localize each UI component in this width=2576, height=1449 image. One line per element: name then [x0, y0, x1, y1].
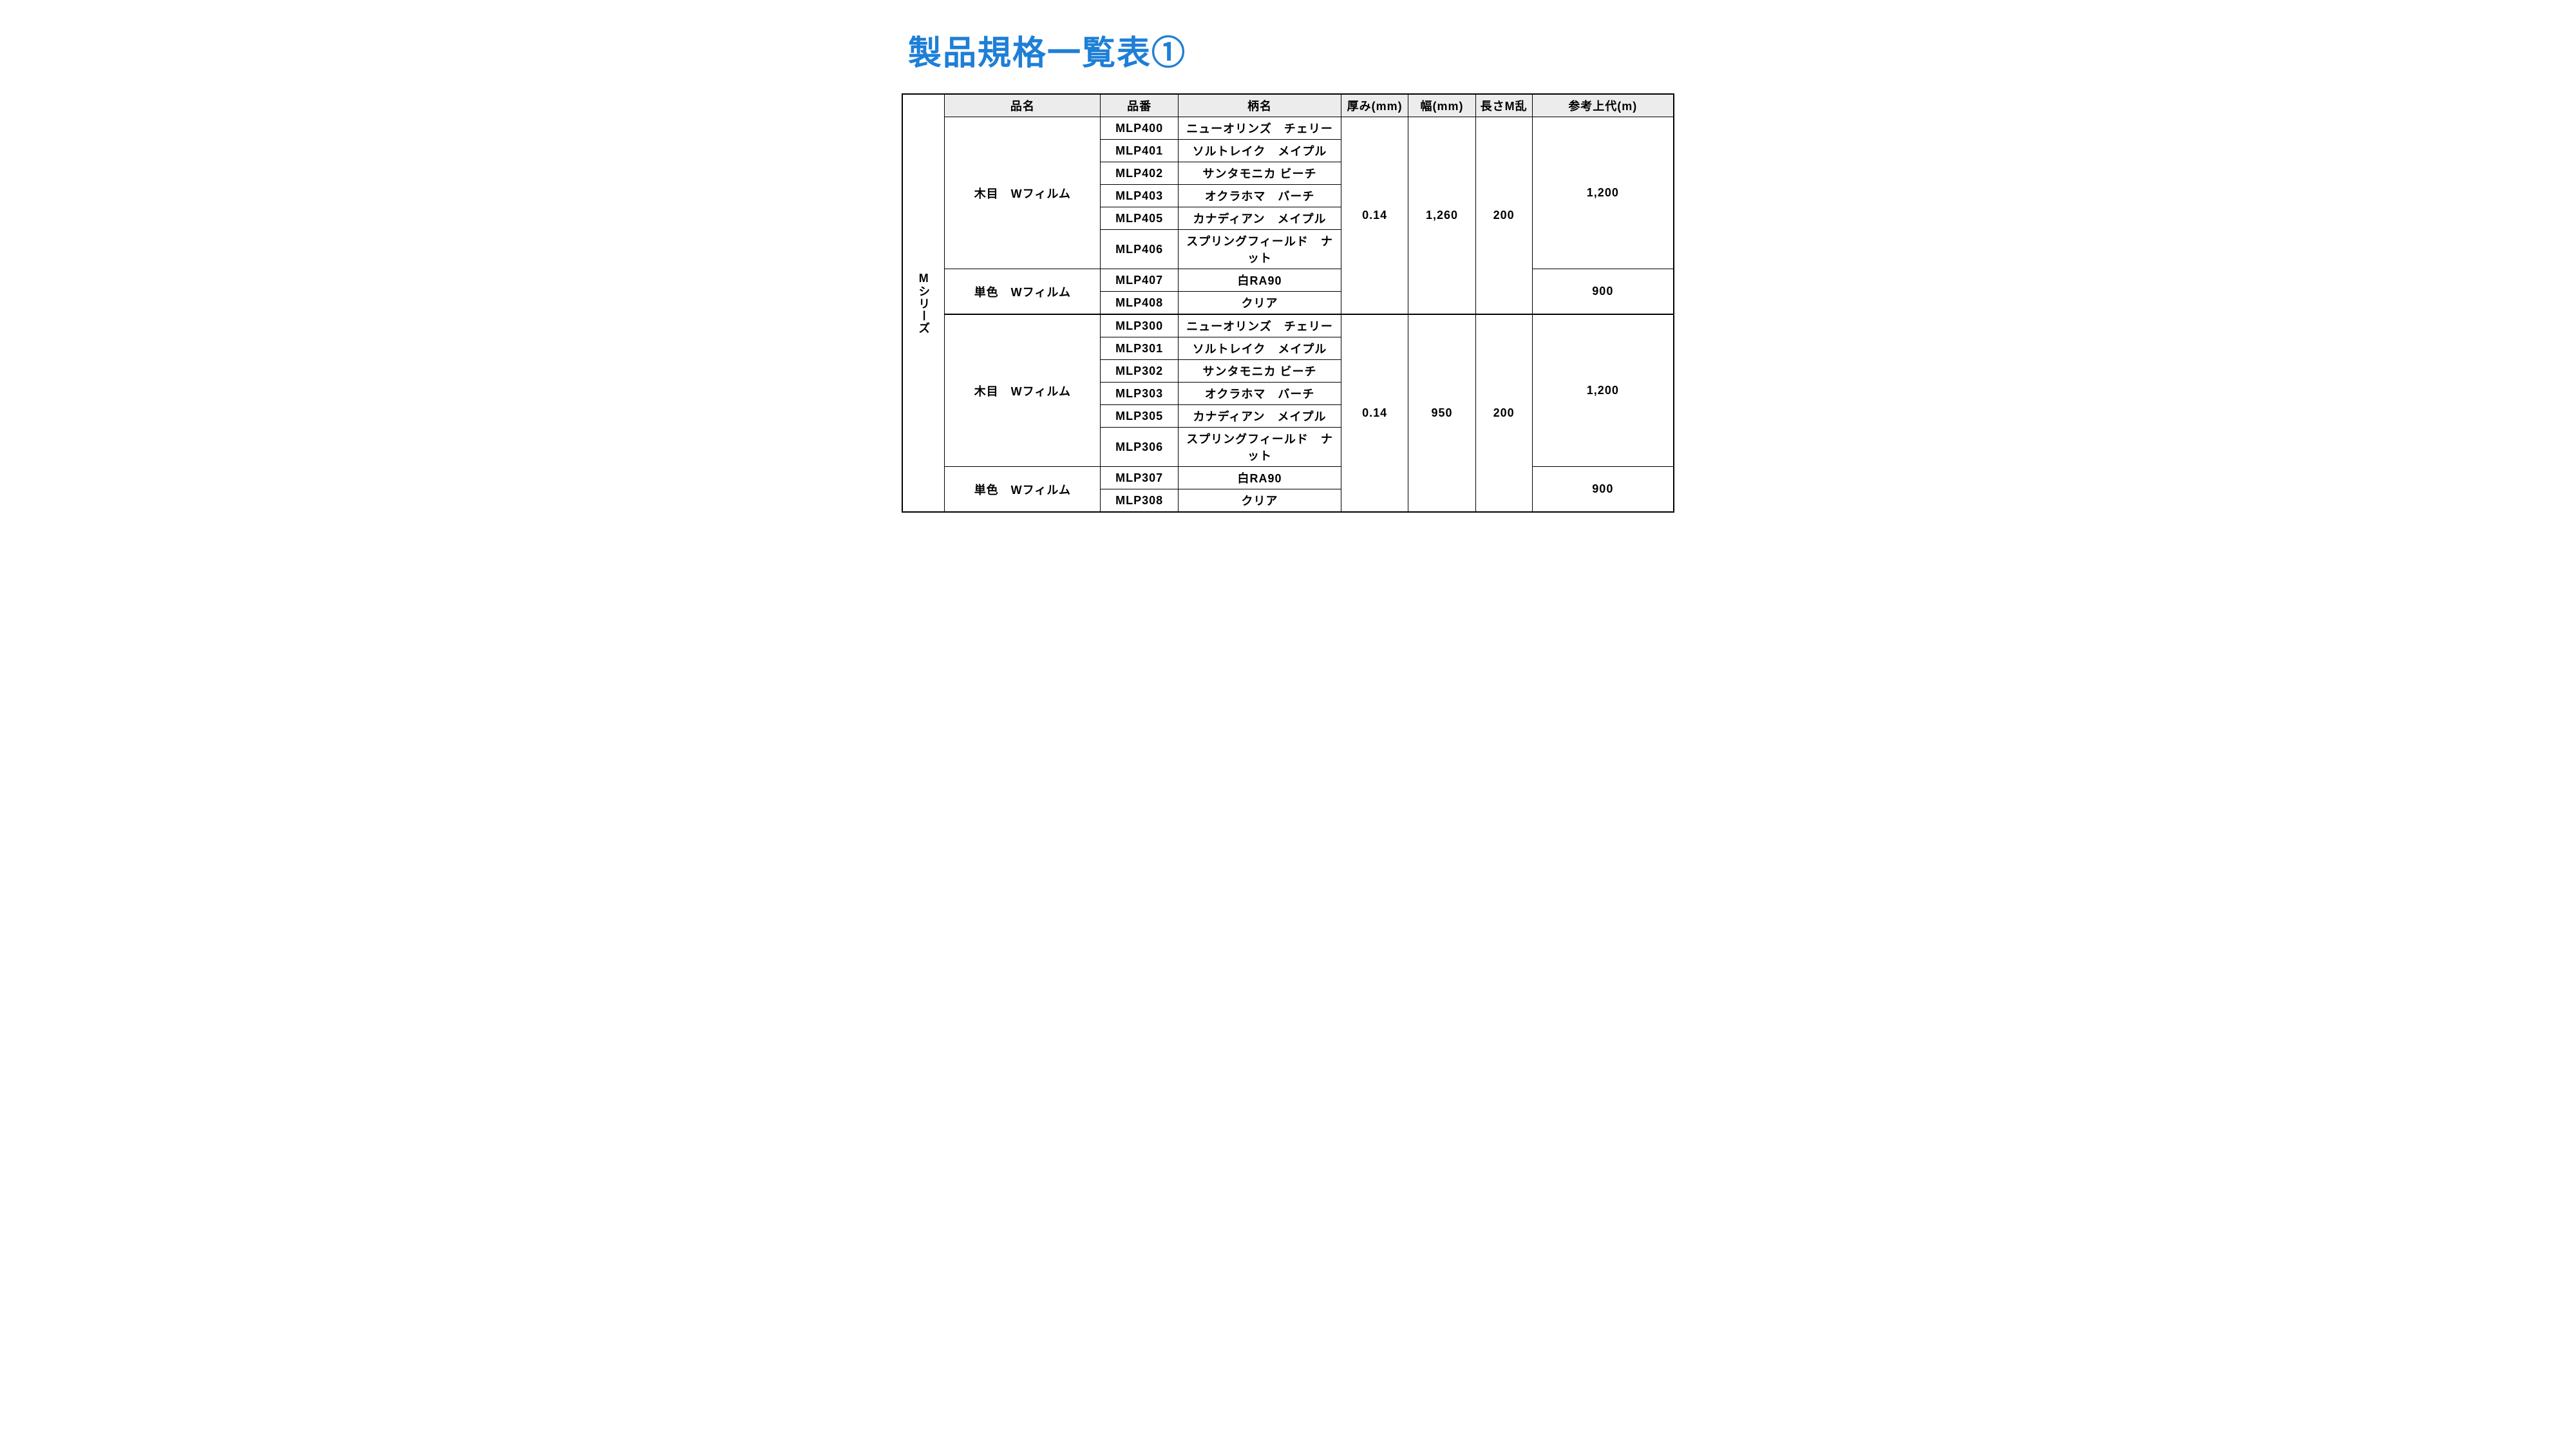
series-label-cell: Mシリーズ	[902, 94, 945, 512]
table-row: 単色 WフィルムMLP407白RA90900	[902, 269, 1674, 292]
table-header-row: Mシリーズ品名品番柄名厚み(mm)幅(mm)長さM乱参考上代(m)	[902, 94, 1674, 117]
product-code-cell: MLP307	[1101, 467, 1179, 489]
width-cell: 950	[1408, 314, 1475, 512]
product-code-cell: MLP301	[1101, 337, 1179, 360]
product-code-cell: MLP408	[1101, 292, 1179, 315]
product-name-cell: 単色 Wフィルム	[945, 269, 1101, 315]
pattern-name-cell: ニューオリンズ チェリー	[1179, 314, 1341, 337]
pattern-name-cell: サンタモニカ ビーチ	[1179, 360, 1341, 383]
price-cell: 900	[1532, 269, 1674, 315]
product-code-cell: MLP306	[1101, 428, 1179, 467]
product-name-cell: 木目 Wフィルム	[945, 117, 1101, 269]
product-code-cell: MLP305	[1101, 405, 1179, 428]
width-cell: 1,260	[1408, 117, 1475, 315]
pattern-name-cell: ソルトレイク メイプル	[1179, 337, 1341, 360]
pattern-name-cell: 白RA90	[1179, 269, 1341, 292]
product-code-cell: MLP300	[1101, 314, 1179, 337]
pattern-name-cell: スプリングフィールド ナット	[1179, 428, 1341, 467]
price-cell: 1,200	[1532, 117, 1674, 269]
pattern-name-cell: カナディアン メイプル	[1179, 207, 1341, 230]
product-code-cell: MLP401	[1101, 140, 1179, 162]
pattern-name-cell: クリア	[1179, 489, 1341, 513]
product-code-cell: MLP302	[1101, 360, 1179, 383]
product-code-cell: MLP406	[1101, 230, 1179, 269]
pattern-name-cell: オクラホマ バーチ	[1179, 185, 1341, 207]
pattern-name-cell: ソルトレイク メイプル	[1179, 140, 1341, 162]
page-title: 製品規格一覧表①	[908, 26, 1674, 74]
thickness-cell: 0.14	[1341, 314, 1408, 512]
table-row: 木目 WフィルムMLP300ニューオリンズ チェリー0.149502001,20…	[902, 314, 1674, 337]
pattern-name-cell: サンタモニカ ビーチ	[1179, 162, 1341, 185]
col-header-thickness: 厚み(mm)	[1341, 94, 1408, 117]
pattern-name-cell: ニューオリンズ チェリー	[1179, 117, 1341, 140]
pattern-name-cell: 白RA90	[1179, 467, 1341, 489]
spec-table: Mシリーズ品名品番柄名厚み(mm)幅(mm)長さM乱参考上代(m)木目 Wフィル…	[902, 93, 1674, 513]
product-code-cell: MLP303	[1101, 383, 1179, 405]
pattern-name-cell: クリア	[1179, 292, 1341, 315]
product-name-cell: 単色 Wフィルム	[945, 467, 1101, 513]
table-row: 単色 WフィルムMLP307白RA90900	[902, 467, 1674, 489]
price-cell: 900	[1532, 467, 1674, 513]
pattern-name-cell: カナディアン メイプル	[1179, 405, 1341, 428]
product-code-cell: MLP407	[1101, 269, 1179, 292]
col-header-pattern: 柄名	[1179, 94, 1341, 117]
product-code-cell: MLP403	[1101, 185, 1179, 207]
price-cell: 1,200	[1532, 314, 1674, 467]
thickness-cell: 0.14	[1341, 117, 1408, 315]
pattern-name-cell: オクラホマ バーチ	[1179, 383, 1341, 405]
length-cell: 200	[1475, 117, 1532, 315]
product-code-cell: MLP308	[1101, 489, 1179, 513]
col-header-length: 長さM乱	[1475, 94, 1532, 117]
col-header-code: 品番	[1101, 94, 1179, 117]
col-header-width: 幅(mm)	[1408, 94, 1475, 117]
product-code-cell: MLP405	[1101, 207, 1179, 230]
col-header-price: 参考上代(m)	[1532, 94, 1674, 117]
product-code-cell: MLP402	[1101, 162, 1179, 185]
product-code-cell: MLP400	[1101, 117, 1179, 140]
page: 製品規格一覧表① Mシリーズ品名品番柄名厚み(mm)幅(mm)長さM乱参考上代(…	[837, 0, 1739, 551]
table-row: 木目 WフィルムMLP400ニューオリンズ チェリー0.141,2602001,…	[902, 117, 1674, 140]
product-name-cell: 木目 Wフィルム	[945, 314, 1101, 467]
col-header-name: 品名	[945, 94, 1101, 117]
length-cell: 200	[1475, 314, 1532, 512]
pattern-name-cell: スプリングフィールド ナット	[1179, 230, 1341, 269]
